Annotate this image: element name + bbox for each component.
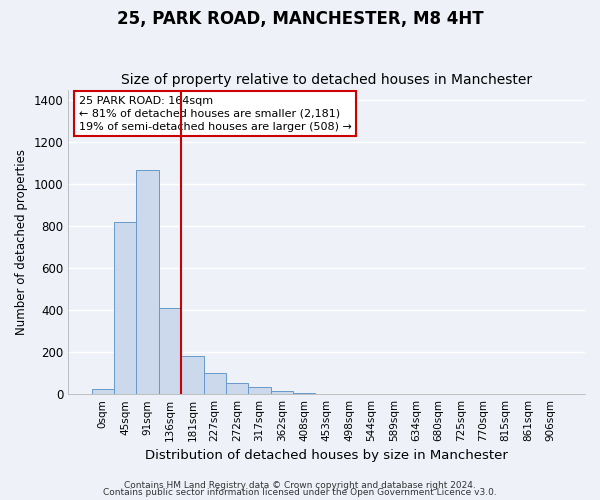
Bar: [92, 389, 114, 394]
Bar: [181, 356, 203, 394]
Bar: [226, 382, 248, 394]
Bar: [271, 391, 293, 394]
Bar: [136, 170, 159, 394]
Bar: [293, 393, 316, 394]
Bar: [203, 373, 226, 394]
X-axis label: Distribution of detached houses by size in Manchester: Distribution of detached houses by size …: [145, 450, 508, 462]
Y-axis label: Number of detached properties: Number of detached properties: [15, 149, 28, 335]
Text: Contains public sector information licensed under the Open Government Licence v3: Contains public sector information licen…: [103, 488, 497, 497]
Bar: [159, 308, 181, 394]
Text: 25 PARK ROAD: 164sqm
← 81% of detached houses are smaller (2,181)
19% of semi-de: 25 PARK ROAD: 164sqm ← 81% of detached h…: [79, 96, 352, 132]
Title: Size of property relative to detached houses in Manchester: Size of property relative to detached ho…: [121, 73, 532, 87]
Bar: [114, 222, 136, 394]
Text: Contains HM Land Registry data © Crown copyright and database right 2024.: Contains HM Land Registry data © Crown c…: [124, 480, 476, 490]
Bar: [248, 387, 271, 394]
Text: 25, PARK ROAD, MANCHESTER, M8 4HT: 25, PARK ROAD, MANCHESTER, M8 4HT: [116, 10, 484, 28]
